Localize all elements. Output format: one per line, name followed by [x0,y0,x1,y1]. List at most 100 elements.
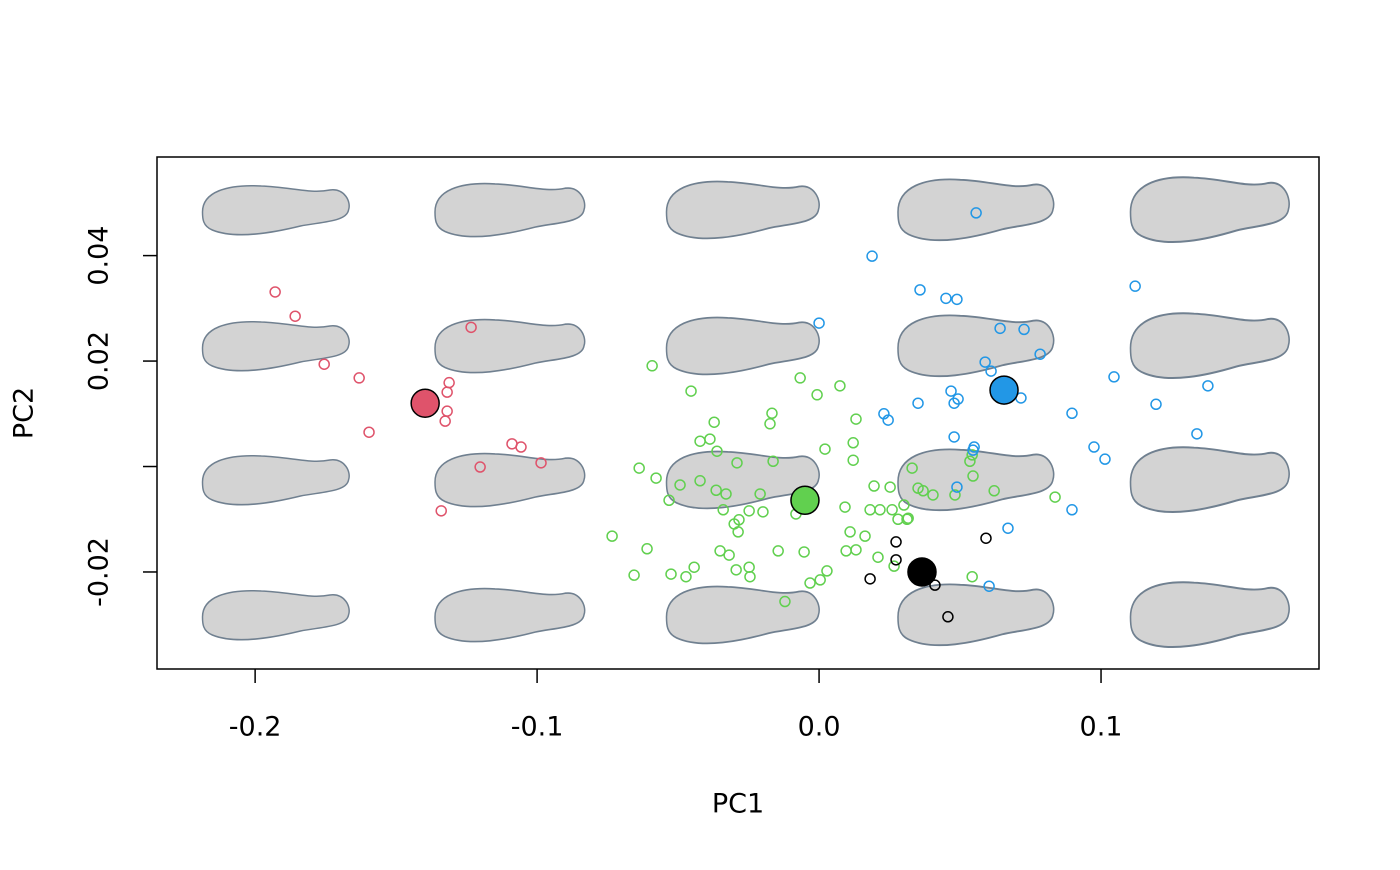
point [840,545,852,557]
point [1034,348,1046,360]
point [948,431,960,443]
point [914,284,926,296]
point [714,545,726,557]
point [443,376,455,389]
point [847,454,859,466]
plot-frame [156,156,1320,670]
point [874,504,886,516]
point [665,568,677,580]
point [945,385,957,397]
point [1108,371,1120,383]
point [723,549,735,561]
point [844,526,856,538]
point [952,393,964,405]
shape [1129,176,1290,243]
shape [897,178,1055,242]
point [948,397,960,409]
point [980,532,992,544]
point [1066,407,1078,420]
point [441,386,453,398]
point [888,560,900,572]
shape [201,454,350,506]
point [474,461,486,473]
x-tick-label: -0.1 [511,712,564,743]
point [708,416,720,428]
point [942,611,954,623]
point [1018,323,1030,336]
point [859,530,871,542]
point [743,561,755,573]
point [850,413,862,425]
point [804,577,816,589]
point [685,385,697,397]
point [694,435,706,447]
point [720,488,732,500]
shape-grid [201,176,1290,648]
x-tick-label: 0.1 [1080,712,1123,743]
point [994,322,1006,335]
point [949,489,961,501]
point [819,443,831,455]
point [834,380,846,392]
shape [201,184,350,236]
point [839,501,851,513]
group-mean [989,375,1019,405]
point [917,485,929,497]
shape [1129,446,1290,513]
point [890,536,902,548]
point [628,569,640,581]
point [318,358,330,370]
point [1002,522,1014,534]
point [757,506,769,518]
shape [201,589,350,641]
point [967,444,979,456]
point [901,513,913,525]
shape [897,583,1055,647]
point [674,479,686,491]
shape [665,585,820,645]
point [353,372,365,384]
point [680,570,692,583]
point [439,415,451,427]
x-axis-label: PC1 [712,789,764,820]
shape [434,182,586,238]
point [1202,380,1214,392]
group-mean [790,485,820,516]
y-tick-label: 0.04 [84,226,115,286]
point [1088,441,1100,453]
point [1099,453,1111,465]
y-tick-label: -0.02 [84,537,115,607]
point [515,441,527,453]
point [847,437,859,449]
point [898,499,910,511]
point [441,405,453,417]
point [743,505,755,517]
point [764,418,776,430]
point [704,433,716,445]
point [646,360,658,372]
point [766,407,778,420]
point [821,565,833,577]
shape [1129,312,1290,379]
point [985,365,997,377]
point [850,544,862,556]
point [633,462,645,474]
point [289,310,301,322]
point [813,317,825,329]
group-mean [410,388,440,418]
point [269,286,281,298]
point [951,293,963,306]
y-tick-label: 0.02 [84,331,115,391]
shape [201,320,350,372]
point [606,530,618,542]
shape [434,452,586,508]
point [435,505,447,517]
point [1150,398,1162,411]
point [929,579,941,591]
point [1049,491,1061,503]
point [884,481,896,493]
point [814,574,826,586]
point [363,426,375,438]
